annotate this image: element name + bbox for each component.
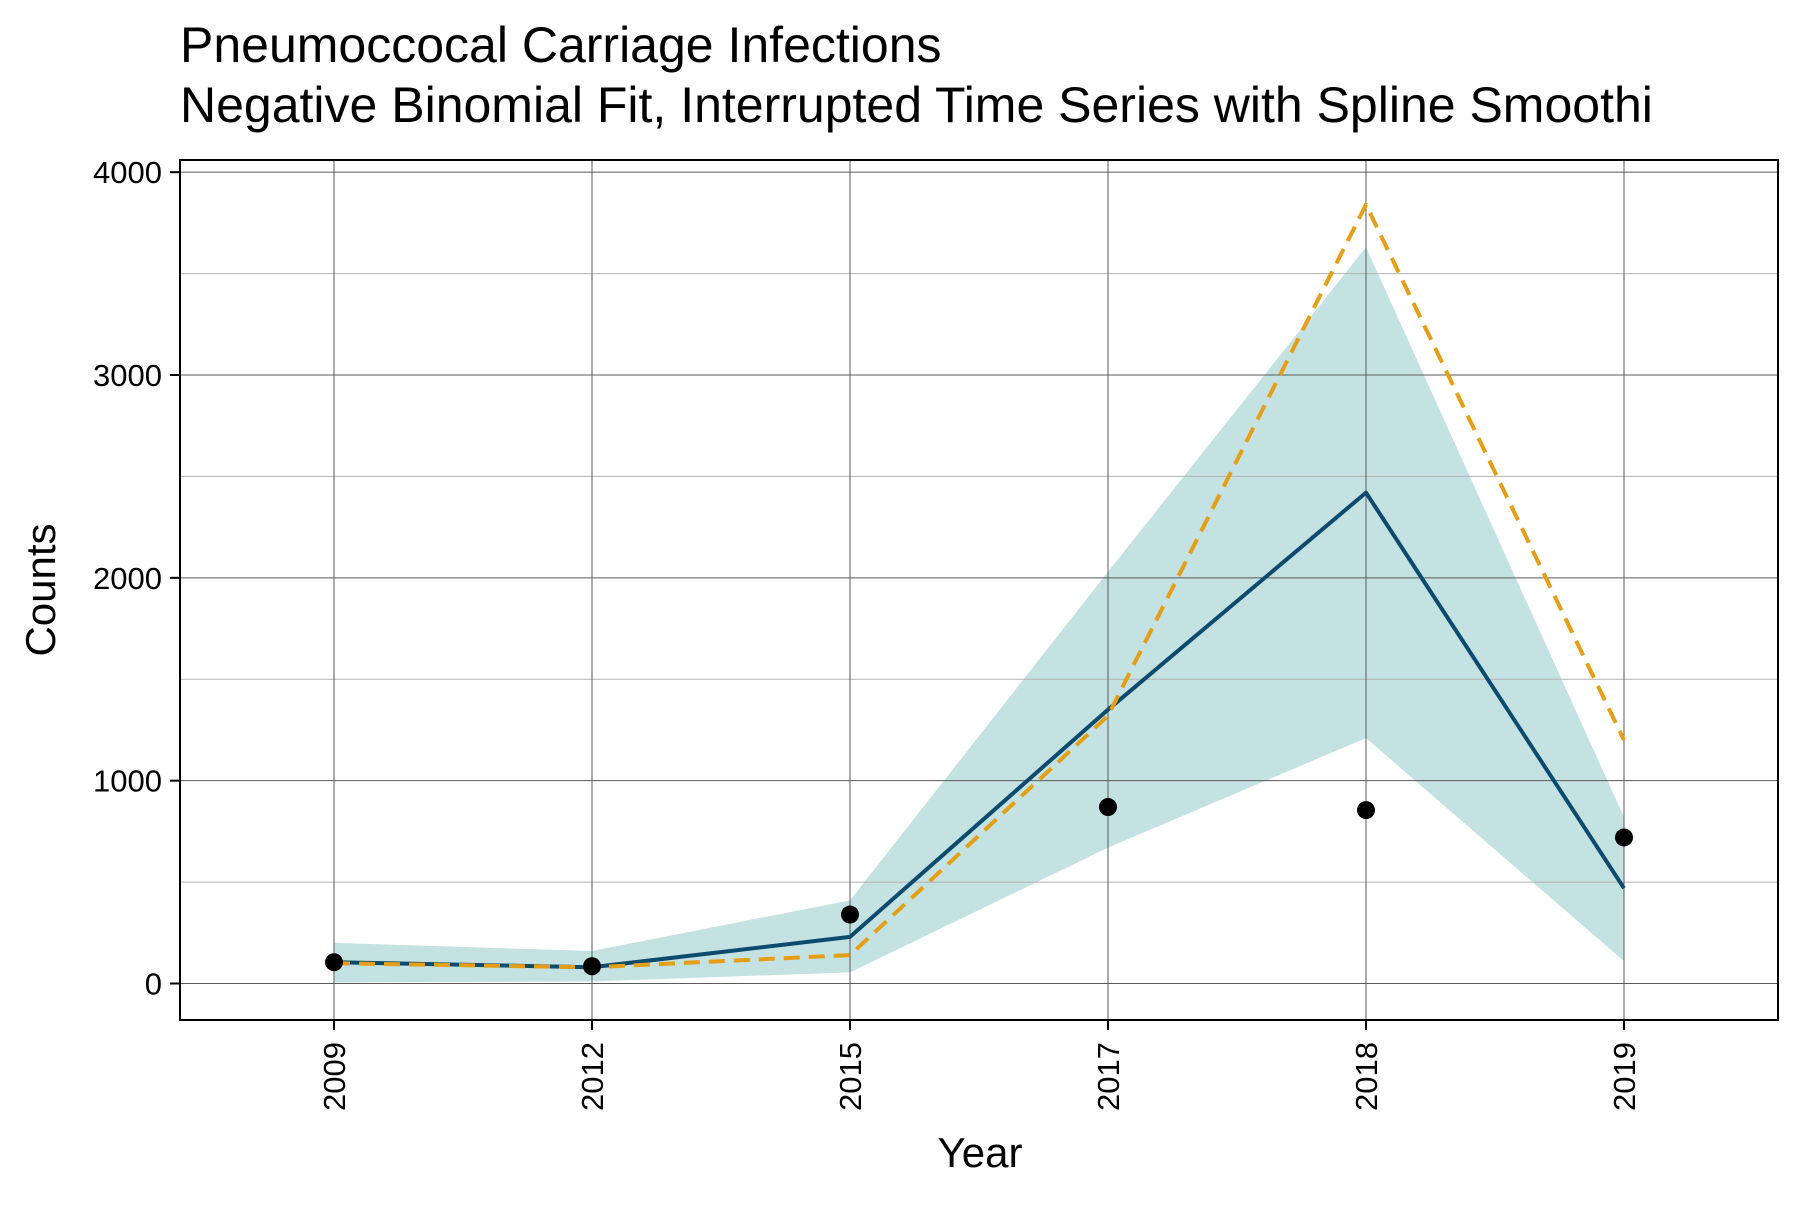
x-tick-label: 2012 [575,1042,610,1111]
dashed-line [333,202,1626,970]
confidence-band [334,247,1624,983]
observed-point [583,957,601,976]
y-axis-label: Counts [17,523,64,656]
x-axis-label: Year [938,1129,1023,1176]
x-tick-label: 2017 [1091,1042,1126,1111]
x-tick-label: 2019 [1607,1042,1642,1111]
observed-point [325,953,343,972]
y-tick-label: 0 [145,966,162,1001]
plot-border [179,159,1779,1021]
chart-title: Pneumoccocal Carriage Infections [180,17,942,73]
y-tick-label: 3000 [93,358,162,393]
observed-point [1099,798,1117,817]
x-tick-label: 2009 [317,1042,352,1111]
observed-point [1615,828,1633,847]
y-tick-label: 2000 [93,561,162,596]
observed-point [1357,801,1375,820]
y-tick-label: 1000 [93,764,162,799]
y-tick-label: 4000 [93,155,162,190]
chart-subtitle: Negative Binomial Fit, Interrupted Time … [180,77,1653,133]
observed-point [841,905,859,924]
x-tick-label: 2015 [833,1042,868,1111]
x-tick-label: 2018 [1349,1042,1384,1111]
